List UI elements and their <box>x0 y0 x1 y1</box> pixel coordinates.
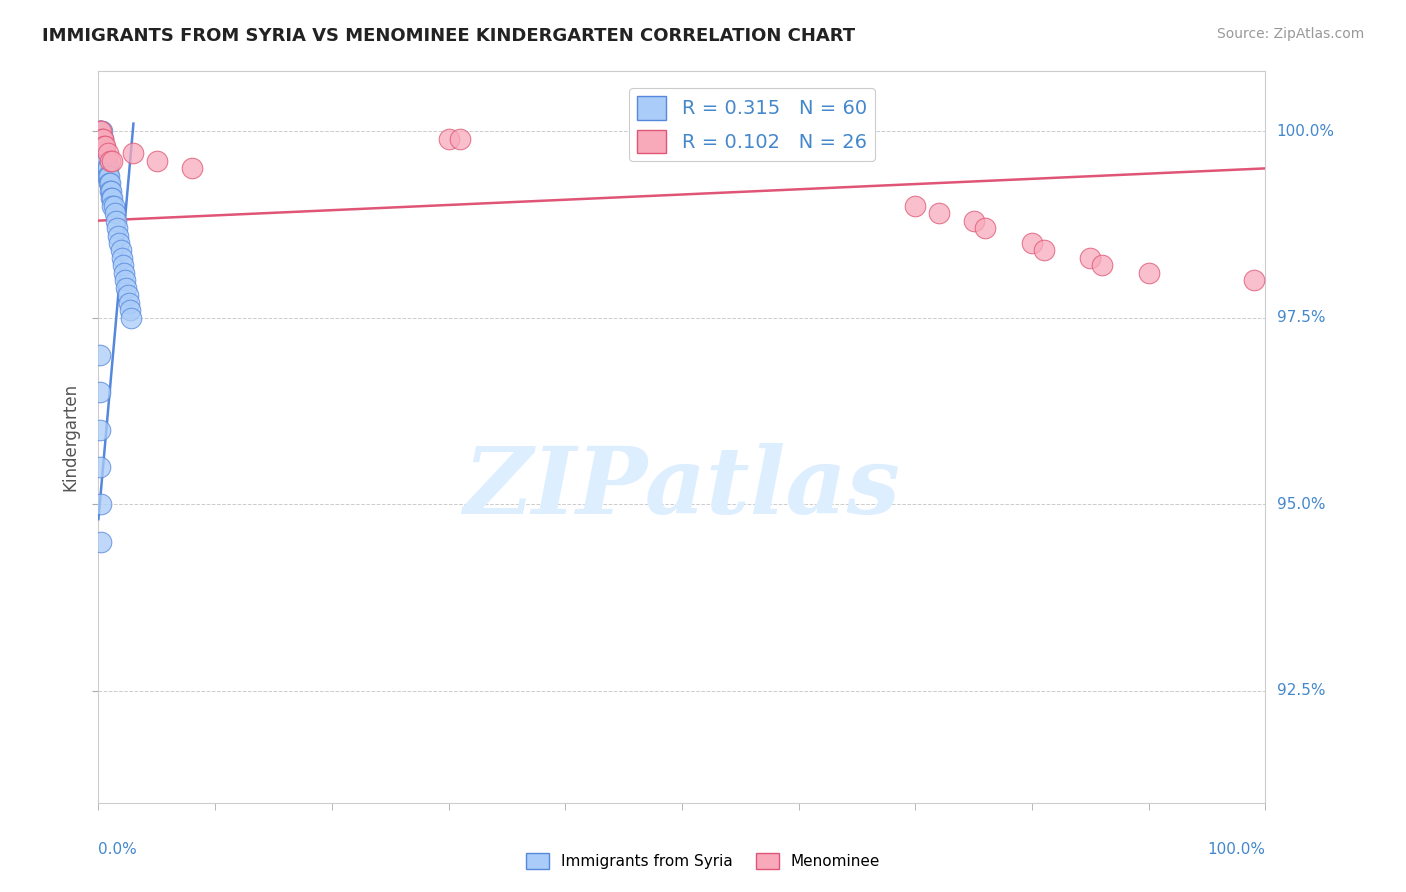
Point <box>90 131 112 145</box>
Point <box>94 139 117 153</box>
Point <box>89 348 111 362</box>
Point <box>437 131 460 145</box>
Point <box>1137 266 1160 280</box>
Legend: R = 0.315   N = 60, R = 0.102   N = 26: R = 0.315 N = 60, R = 0.102 N = 26 <box>630 88 875 161</box>
Point <box>89 124 111 138</box>
Point <box>90 139 112 153</box>
Point <box>1091 259 1114 273</box>
Point <box>1032 244 1054 258</box>
Point <box>101 153 124 168</box>
Point <box>90 139 112 153</box>
Point <box>118 303 141 318</box>
Point <box>98 177 121 191</box>
Point <box>90 139 112 153</box>
Point <box>904 199 927 213</box>
Point <box>974 221 997 235</box>
Point <box>91 131 114 145</box>
Point <box>103 199 125 213</box>
Point <box>89 124 111 138</box>
Point <box>120 310 142 325</box>
Text: 95.0%: 95.0% <box>1277 497 1324 512</box>
Point <box>449 131 471 145</box>
Point <box>90 497 112 511</box>
Text: 97.5%: 97.5% <box>1277 310 1324 326</box>
Point <box>98 153 121 168</box>
Point <box>118 295 141 310</box>
Point <box>100 191 122 205</box>
Text: ZIPatlas: ZIPatlas <box>464 443 900 533</box>
Y-axis label: Kindergarten: Kindergarten <box>62 383 80 491</box>
Text: 0.0%: 0.0% <box>98 842 138 856</box>
Point <box>1243 273 1265 287</box>
Point <box>111 259 134 273</box>
Point <box>787 124 810 138</box>
Text: 100.0%: 100.0% <box>1208 842 1265 856</box>
Point <box>111 251 134 265</box>
Point <box>96 161 118 176</box>
Point <box>96 169 118 183</box>
Point <box>93 146 115 161</box>
Point <box>110 244 132 258</box>
Point <box>112 266 135 280</box>
Point <box>91 146 114 161</box>
Point <box>146 153 169 168</box>
Point <box>97 169 120 183</box>
Point <box>97 161 120 176</box>
Point <box>108 235 131 250</box>
Point <box>101 199 124 213</box>
Point <box>93 139 115 153</box>
Point <box>90 131 112 145</box>
Point <box>97 169 120 183</box>
Point <box>122 146 145 161</box>
Point <box>107 228 129 243</box>
Point <box>117 288 139 302</box>
Point <box>101 191 124 205</box>
Point <box>93 153 115 168</box>
Point <box>91 139 114 153</box>
Point <box>105 221 128 235</box>
Point <box>89 459 111 474</box>
Point <box>90 139 112 153</box>
Point <box>94 146 117 161</box>
Point <box>91 153 114 168</box>
Point <box>90 124 112 138</box>
Point <box>90 131 112 145</box>
Point <box>89 131 111 145</box>
Legend: Immigrants from Syria, Menominee: Immigrants from Syria, Menominee <box>520 847 886 875</box>
Point <box>104 213 127 227</box>
Point <box>90 124 112 138</box>
Point <box>90 534 112 549</box>
Point <box>89 385 111 400</box>
Point <box>90 131 112 145</box>
Point <box>98 184 121 198</box>
Point <box>91 131 114 145</box>
Point <box>962 213 984 227</box>
Point <box>104 206 127 220</box>
Point <box>846 124 869 138</box>
Point <box>94 153 117 168</box>
Text: Source: ZipAtlas.com: Source: ZipAtlas.com <box>1216 27 1364 41</box>
Text: 92.5%: 92.5% <box>1277 683 1324 698</box>
Point <box>115 281 138 295</box>
Point <box>94 161 117 176</box>
Point <box>93 139 115 153</box>
Point <box>89 423 111 437</box>
Point <box>100 184 122 198</box>
Point <box>96 153 118 168</box>
Point <box>1080 251 1102 265</box>
Point <box>90 124 112 138</box>
Text: 100.0%: 100.0% <box>1277 124 1334 138</box>
Text: IMMIGRANTS FROM SYRIA VS MENOMINEE KINDERGARTEN CORRELATION CHART: IMMIGRANTS FROM SYRIA VS MENOMINEE KINDE… <box>42 27 855 45</box>
Point <box>180 161 202 176</box>
Point <box>1021 235 1043 250</box>
Point <box>97 146 120 161</box>
Point <box>90 146 112 161</box>
Point <box>928 206 950 220</box>
Point <box>97 177 120 191</box>
Point <box>93 161 115 176</box>
Point <box>114 273 136 287</box>
Point <box>89 131 111 145</box>
Point <box>89 124 111 138</box>
